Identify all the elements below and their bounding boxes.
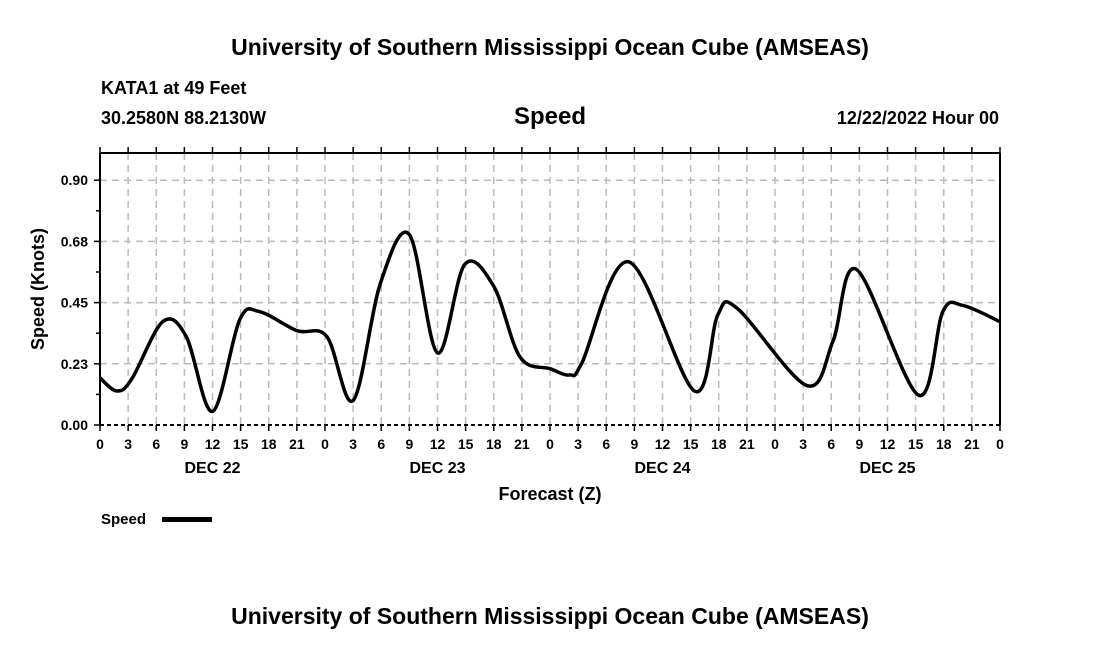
chart-title: Speed [514, 103, 586, 130]
x-tick-label: 3 [349, 436, 357, 452]
x-tick-label: 0 [546, 436, 554, 452]
x-tick-label: 12 [205, 436, 221, 452]
x-tick-label: 18 [486, 436, 502, 452]
x-tick-label: 21 [514, 436, 530, 452]
date-label: 12/22/2022 Hour 00 [837, 108, 999, 128]
y-tick-label: 0.00 [61, 417, 88, 433]
x-tick-label: 18 [711, 436, 727, 452]
y-tick-label: 0.45 [61, 295, 88, 311]
x-tick-label: 21 [739, 436, 755, 452]
x-tick-label: 21 [964, 436, 980, 452]
x-tick-label: 15 [233, 436, 249, 452]
x-axis-label: Forecast (Z) [498, 484, 601, 504]
x-tick-label: 3 [574, 436, 582, 452]
x-tick-label: 9 [855, 436, 863, 452]
station-label: KATA1 at 49 Feet [101, 78, 246, 98]
x-tick-label: 15 [908, 436, 924, 452]
x-tick-label: 12 [880, 436, 896, 452]
legend-label: Speed [101, 511, 146, 528]
x-tick-label: 18 [261, 436, 277, 452]
x-tick-label: 3 [124, 436, 132, 452]
x-tick-label: 9 [630, 436, 638, 452]
day-label: DEC 24 [634, 460, 690, 477]
x-tick-label: 12 [430, 436, 446, 452]
legend-swatch [162, 517, 212, 522]
y-axis-label: Speed (Knots) [28, 228, 48, 350]
x-tick-label: 9 [180, 436, 188, 452]
chart-header-title: University of Southern Mississippi Ocean… [231, 34, 869, 60]
x-tick-label: 6 [602, 436, 610, 452]
x-tick-label: 21 [289, 436, 305, 452]
x-tick-label: 9 [405, 436, 413, 452]
x-tick-label: 6 [377, 436, 385, 452]
x-tick-label: 18 [936, 436, 952, 452]
x-tick-label: 6 [827, 436, 835, 452]
x-tick-label: 15 [458, 436, 474, 452]
x-tick-label: 0 [96, 436, 104, 452]
y-tick-label: 0.68 [61, 233, 88, 249]
y-tick-label: 0.23 [61, 356, 88, 372]
day-label: DEC 22 [184, 460, 240, 477]
axes: 0 3 6 9 12 15 18 21 0 3 6 9 12 15 18 21 0 3 6 9 12 15 18 21 0 3 6 9… [61, 147, 1004, 477]
x-tick-label: 0 [996, 436, 1004, 452]
chart-footer-title: University of Southern Mississippi Ocean… [231, 603, 869, 629]
coords-label: 30.2580N 88.2130W [101, 108, 266, 128]
x-tick-label: 12 [655, 436, 671, 452]
x-tick-label: 0 [771, 436, 779, 452]
x-tick-label: 15 [683, 436, 699, 452]
x-tick-label: 0 [321, 436, 329, 452]
day-label: DEC 25 [859, 460, 915, 477]
x-tick-label: 6 [152, 436, 160, 452]
y-tick-label: 0.90 [61, 172, 88, 188]
day-label: DEC 23 [409, 460, 465, 477]
grid [100, 153, 1000, 425]
x-tick-label: 3 [799, 436, 807, 452]
